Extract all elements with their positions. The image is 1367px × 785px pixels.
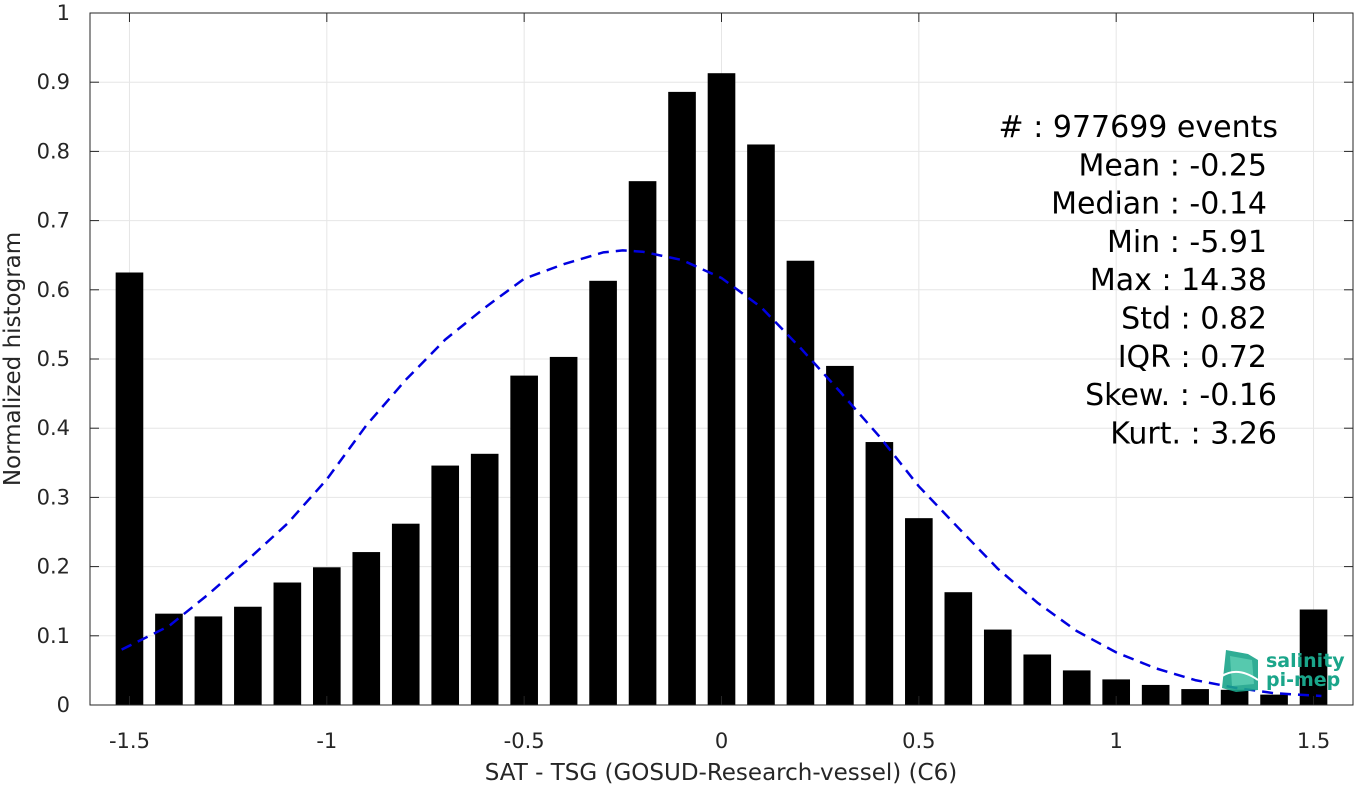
y-tick-label: 0.2 <box>37 555 70 579</box>
histogram-bar <box>983 629 1012 705</box>
histogram-bar <box>1062 670 1091 705</box>
histogram-bar <box>549 356 578 705</box>
x-tick-label: -1.5 <box>109 729 150 753</box>
histogram-bar <box>391 523 420 705</box>
histogram-bar <box>1299 609 1328 705</box>
histogram-bar <box>273 582 302 705</box>
y-tick-label: 0.9 <box>37 70 70 94</box>
histogram-bar <box>944 592 973 705</box>
y-axis-label: Normalized histogram <box>0 232 26 486</box>
y-tick-label: 0.7 <box>37 209 70 233</box>
y-tick-label: 1 <box>57 1 70 25</box>
histogram-bar <box>589 280 617 705</box>
histogram-bar <box>1181 689 1209 705</box>
y-tick-label: 0.1 <box>37 624 70 648</box>
stat-line: Max : 14.38 <box>1090 263 1267 298</box>
histogram-bar <box>786 260 815 705</box>
x-tick-label: -0.5 <box>504 729 545 753</box>
histogram-bar <box>431 465 460 705</box>
histogram-bar <box>1141 684 1170 705</box>
fit-curve <box>121 249 1322 698</box>
y-tick-label: 0.5 <box>37 347 70 371</box>
histogram-bar <box>668 91 696 705</box>
x-tick-label: 1 <box>1110 729 1123 753</box>
x-axis-label: SAT - TSG (GOSUD-Research-vessel) (C6) <box>485 760 957 785</box>
stat-line: Skew. : -0.16 <box>1085 378 1277 413</box>
histogram-bar <box>707 73 736 706</box>
histogram-bar <box>747 144 775 706</box>
histogram-bar <box>1023 654 1052 705</box>
histogram-bar <box>155 613 183 705</box>
stat-line: IQR : 0.72 <box>1118 340 1267 375</box>
histogram-bar <box>1220 689 1249 705</box>
histogram-bar <box>905 518 933 705</box>
y-tick-label: 0.8 <box>37 139 70 163</box>
histogram-bar <box>1260 694 1288 705</box>
histogram-bar <box>234 606 262 705</box>
histogram-bar <box>312 567 341 705</box>
stat-line: Min : -5.91 <box>1107 225 1267 260</box>
x-tick-label: 1.5 <box>1297 729 1330 753</box>
histogram-bar <box>115 272 144 705</box>
x-axis-ticks: -1.5 -1 -0.5 0 0.5 1 1.5 <box>109 13 1330 753</box>
x-tick-label: 0 <box>715 729 728 753</box>
histogram-bar <box>352 552 381 705</box>
histogram-bar <box>510 375 538 705</box>
logo-line2: pi-mep <box>1266 669 1340 691</box>
histogram-bar <box>470 453 499 705</box>
histogram-bars <box>115 73 1328 706</box>
stat-line: Kurt. : 3.26 <box>1110 416 1277 451</box>
histogram-bar <box>865 442 894 705</box>
logo-line1: salinity <box>1266 650 1345 672</box>
x-tick-label: -1 <box>316 729 337 753</box>
y-tick-label: 0.3 <box>37 485 70 509</box>
y-tick-label: 0.4 <box>37 416 70 440</box>
histogram-bar <box>194 616 223 705</box>
y-tick-label: 0.6 <box>37 278 70 302</box>
salinity-pimep-logo: salinity pi-mep <box>1221 650 1345 692</box>
logo-emblem <box>1221 650 1259 692</box>
y-axis-ticks: 0 0.1 0.2 0.3 0.4 0.5 0.6 0.7 0.8 0.9 1 <box>37 1 1353 717</box>
stat-line: # : 977699 events <box>999 110 1278 145</box>
histogram-bar <box>628 181 657 705</box>
fit-curve-line <box>121 249 1322 698</box>
histogram-bar <box>826 365 854 705</box>
y-tick-label: 0 <box>57 693 70 717</box>
x-tick-label: 0.5 <box>902 729 935 753</box>
stat-line: Median : -0.14 <box>1051 187 1267 222</box>
stat-line: Mean : -0.25 <box>1078 148 1267 183</box>
stat-line: Std : 0.82 <box>1121 302 1267 337</box>
